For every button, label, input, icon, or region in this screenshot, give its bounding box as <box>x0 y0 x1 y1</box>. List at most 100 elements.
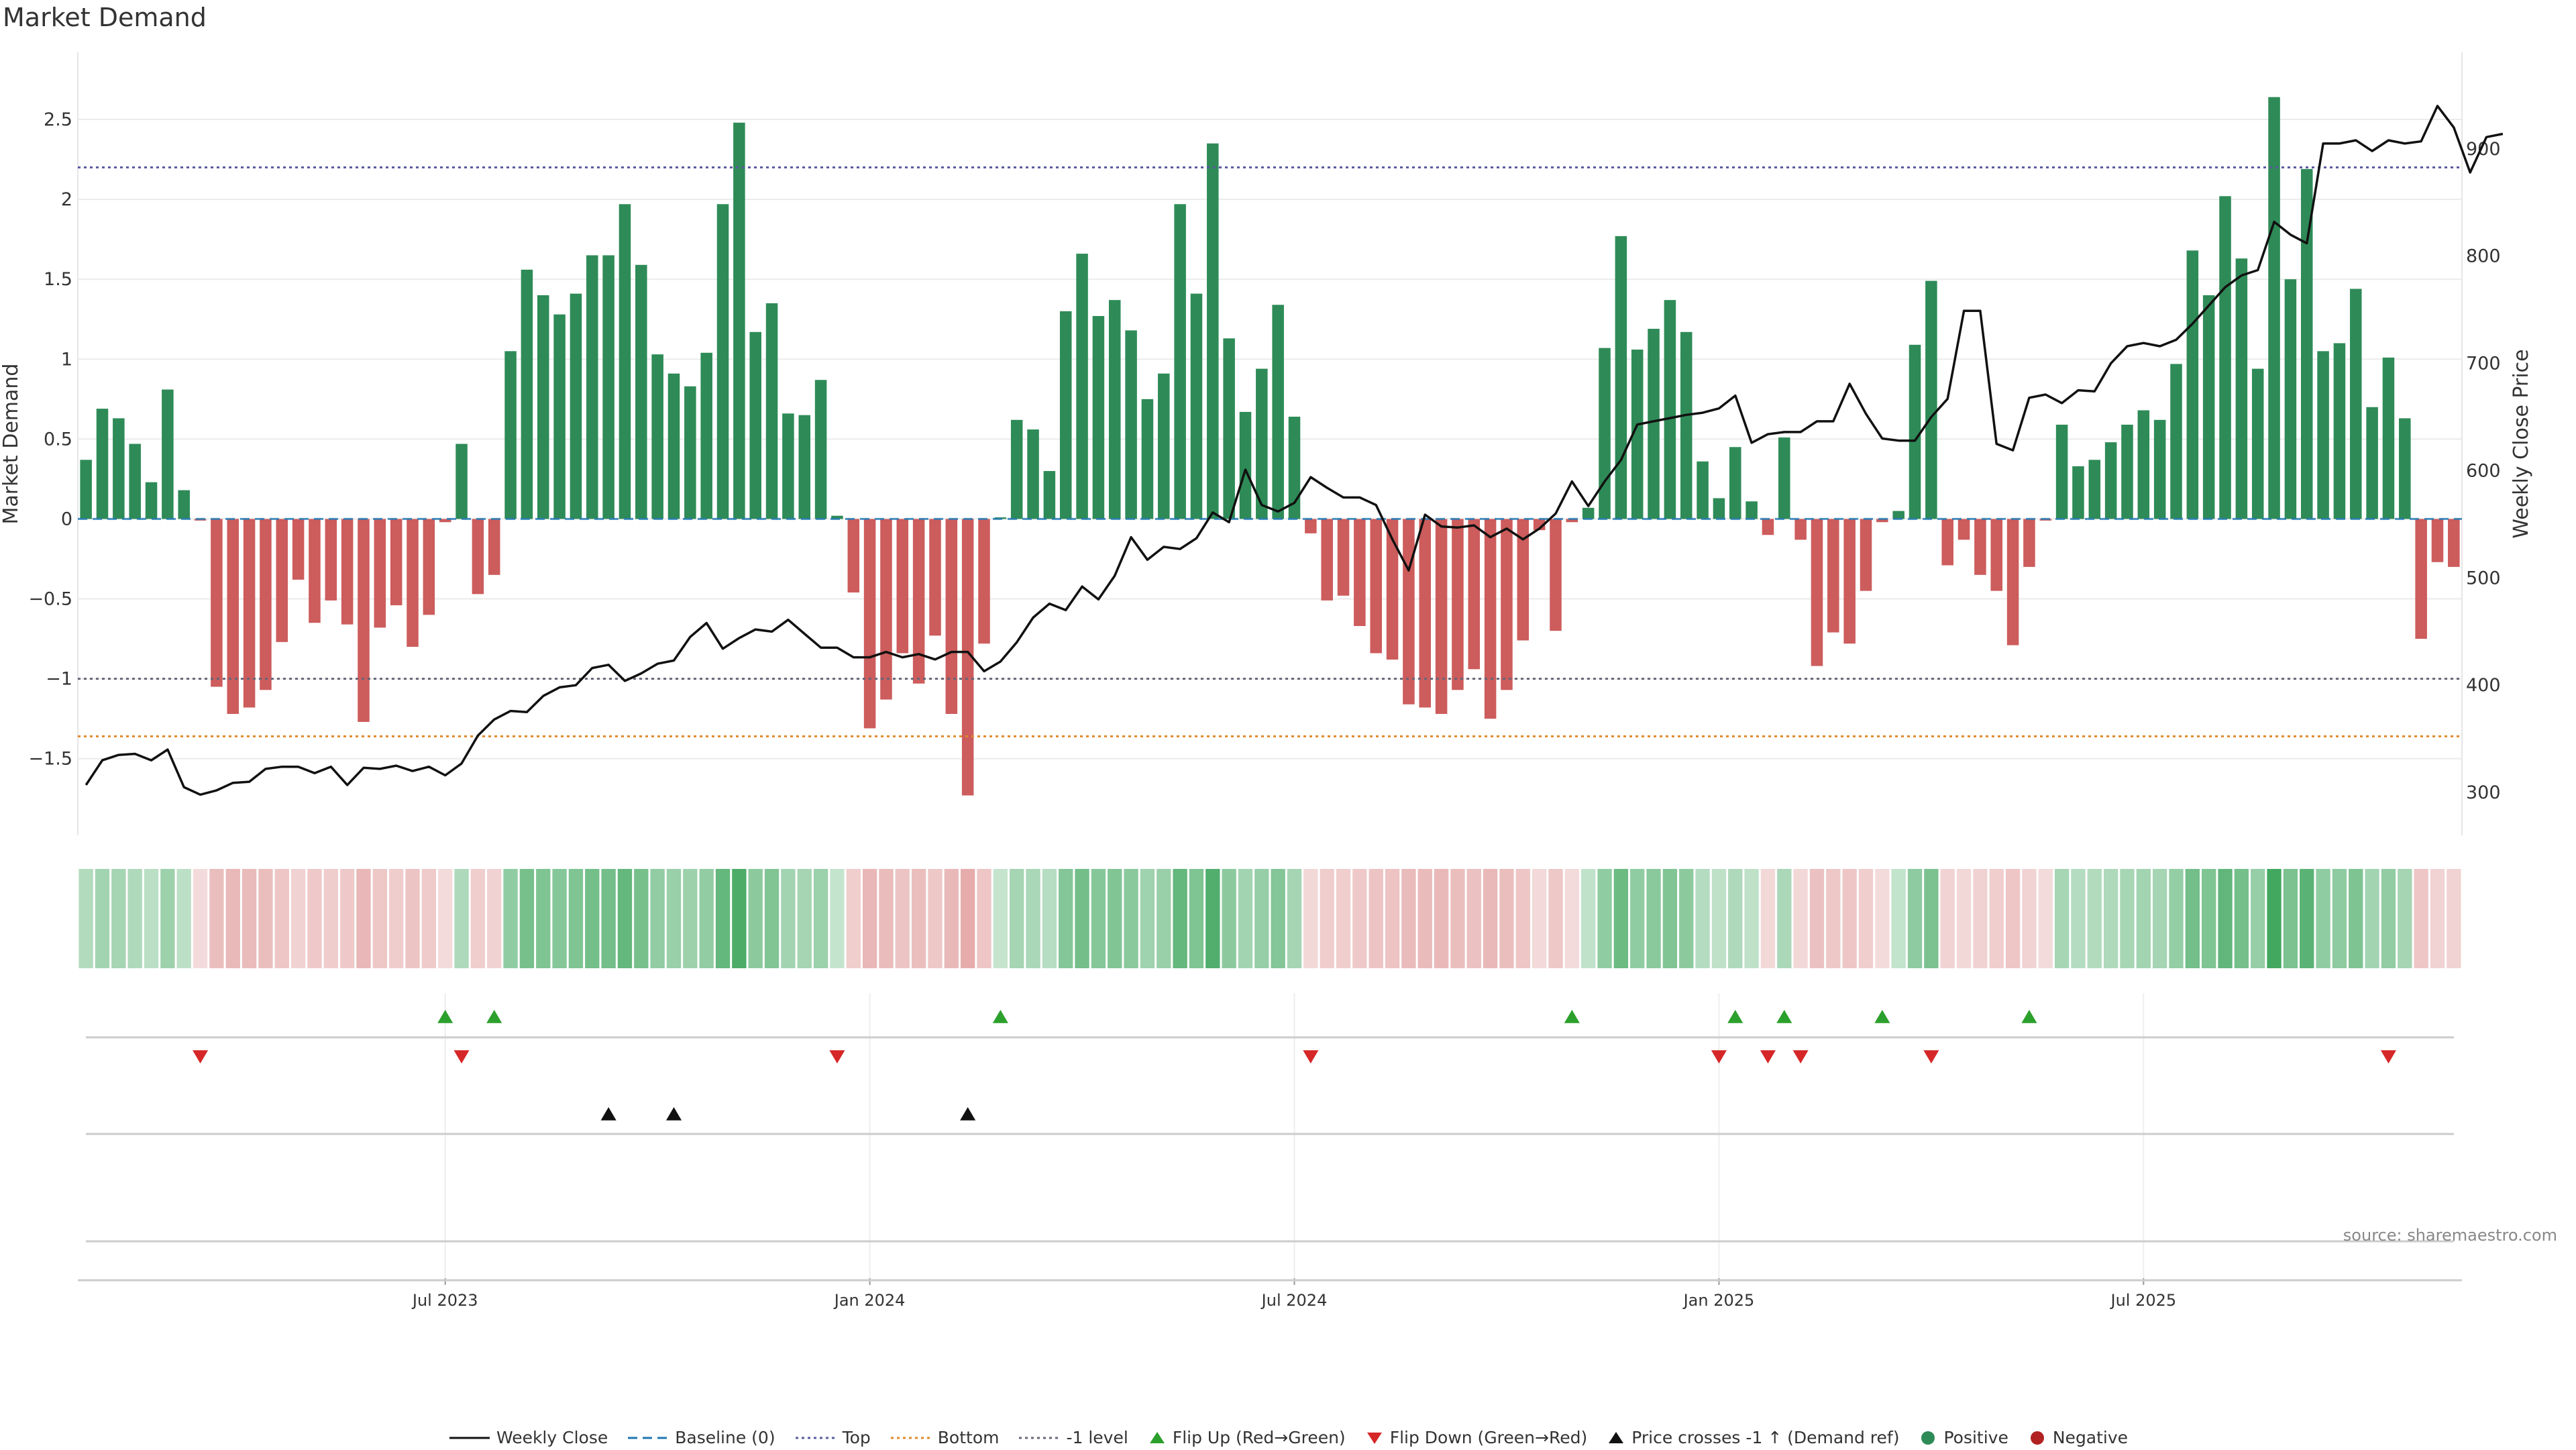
heat-cell <box>176 869 191 968</box>
heat-cell <box>1499 869 1514 968</box>
demand-bar <box>2448 519 2460 567</box>
demand-bar <box>1174 204 1186 519</box>
demand-bar <box>390 519 402 606</box>
heat-cell <box>650 869 665 968</box>
legend-item: Flip Down (Green→Red) <box>1364 1428 1588 1447</box>
heat-cell <box>2120 869 2135 968</box>
demand-bar <box>1076 254 1088 519</box>
demand-bar <box>227 519 239 714</box>
demand-bar <box>716 204 729 519</box>
demand-bar <box>374 519 386 628</box>
demand-bar <box>602 255 614 519</box>
heat-cell <box>1891 869 1906 968</box>
demand-bar <box>2219 196 2231 519</box>
heat-cell <box>127 869 142 968</box>
legend-triangle-up-icon <box>1609 1431 1624 1443</box>
flip-down-marker <box>1923 1050 1939 1064</box>
demand-bar <box>1925 280 1937 519</box>
legend-label: Flip Down (Green→Red) <box>1389 1428 1588 1447</box>
demand-bar <box>162 389 174 519</box>
demand-bar <box>586 255 598 519</box>
heat-cell <box>1450 869 1465 968</box>
demand-bar <box>1354 519 1366 627</box>
heat-cell <box>160 869 175 968</box>
demand-bar <box>145 482 158 519</box>
legend-swatch <box>1366 1432 1382 1444</box>
flip-down-marker <box>1760 1050 1776 1064</box>
demand-bar <box>1010 419 1023 519</box>
heat-cell <box>1597 869 1612 968</box>
heat-cell <box>2022 869 2037 968</box>
heat-cell <box>634 869 649 968</box>
x-tick-label: Jul 2023 <box>411 1291 478 1310</box>
y2-tick-label: 500 <box>2466 568 2501 588</box>
demand-bar <box>2055 424 2068 519</box>
heat-cell <box>290 869 306 968</box>
demand-bar <box>407 519 419 647</box>
demand-bar <box>929 519 941 636</box>
demand-bar <box>1141 399 1154 519</box>
heat-cell <box>258 869 273 968</box>
demand-bar <box>749 331 761 519</box>
flip-up-marker <box>1564 1010 1580 1023</box>
demand-bar <box>1256 368 1268 519</box>
demand-bar <box>2104 442 2117 519</box>
heat-cell <box>1010 869 1024 968</box>
heat-cell <box>1548 869 1563 968</box>
legend-label: Top <box>842 1428 871 1447</box>
heat-cell <box>1662 869 1678 968</box>
heat-cell <box>1173 869 1187 968</box>
heat-cell <box>1760 869 1776 968</box>
heat-cell <box>977 869 991 968</box>
demand-bar <box>2186 250 2199 519</box>
demand-bar <box>1746 501 1758 519</box>
heat-cell <box>1809 869 1825 968</box>
demand-bar <box>504 351 517 519</box>
x-tick-label: Jul 2024 <box>1260 1291 1328 1310</box>
demand-bar <box>896 519 909 654</box>
heat-cell <box>421 869 437 968</box>
demand-bar <box>1239 411 1252 519</box>
flip-down-marker <box>1711 1050 1727 1064</box>
heat-cell <box>862 869 877 968</box>
y-tick-label: 0 <box>61 509 72 529</box>
legend-swatch <box>628 1437 669 1439</box>
demand-bar <box>276 519 288 642</box>
heat-cell <box>1091 869 1106 968</box>
legend-label: Baseline (0) <box>675 1428 775 1447</box>
heat-cell <box>2300 869 2314 968</box>
demand-bar <box>1484 519 1497 719</box>
demand-bar <box>2382 357 2395 519</box>
demand-bar <box>1108 300 1121 519</box>
heat-cell <box>1401 869 1416 968</box>
demand-bar <box>1207 143 1219 519</box>
heat-cell <box>2103 869 2118 968</box>
y2-tick-label: 700 <box>2466 354 2501 374</box>
flip-down-marker <box>2380 1050 2397 1064</box>
demand-bar <box>782 413 794 519</box>
demand-bar <box>684 386 696 519</box>
heat-cell <box>1907 869 1923 968</box>
heat-cell <box>813 869 828 968</box>
heat-cell <box>2381 869 2396 968</box>
legend: Weekly Close Baseline (0) Top Bottom -1 leve… <box>0 1428 2576 1450</box>
legend-item: Flip Up (Red→Green) <box>1147 1428 1346 1447</box>
flip-down-marker <box>1303 1050 1319 1064</box>
demand-bar <box>1305 519 1317 533</box>
heat-cell <box>928 869 943 968</box>
heat-cell <box>1728 869 1743 968</box>
demand-bar <box>472 519 484 594</box>
demand-bar <box>309 519 321 623</box>
heat-cell <box>830 869 845 968</box>
heat-cell <box>503 869 518 968</box>
chart-title: Market Demand <box>3 3 207 32</box>
demand-bar <box>211 519 223 687</box>
demand-bar <box>733 122 745 519</box>
legend-triangle-down-icon <box>1366 1432 1382 1444</box>
heat-cell <box>356 869 371 968</box>
demand-bar <box>1990 519 2003 591</box>
y-tick-label: 1 <box>61 349 72 370</box>
legend-triangle-up-icon <box>1149 1431 1165 1443</box>
demand-bar <box>178 490 190 519</box>
heat-cell <box>111 869 126 968</box>
